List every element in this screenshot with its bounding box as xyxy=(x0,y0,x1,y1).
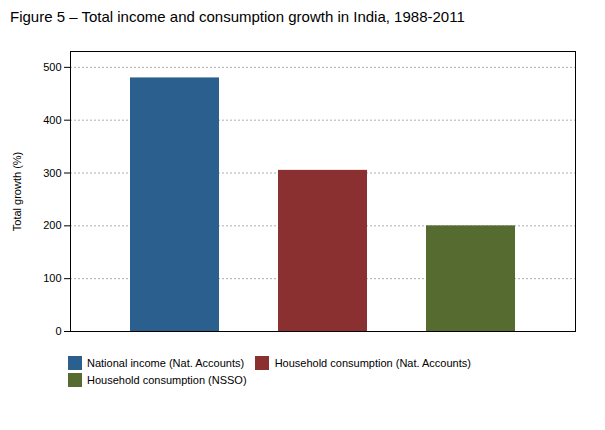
html-text:Household consumption (NSSO): Household consumption (NSSO) xyxy=(87,373,247,386)
svg-text:0: 0 xyxy=(55,325,61,337)
svg-text:400: 400 xyxy=(43,114,61,126)
html-text:National income (Nat. Accounts: National income (Nat. Accounts) xyxy=(87,357,245,370)
html-text:Figure 5 – Total income and co: Figure 5 – Total income and consumption … xyxy=(10,8,465,25)
svg-text:200: 200 xyxy=(43,219,61,231)
svg-text:100: 100 xyxy=(43,272,61,284)
svg-text:500: 500 xyxy=(43,61,61,73)
svg-text:300: 300 xyxy=(43,167,61,179)
html-text:Household consumption (Nat. Ac: Household consumption (Nat. Accounts) xyxy=(274,357,471,370)
svg-text:Total growth (%): Total growth (%) xyxy=(11,152,23,231)
